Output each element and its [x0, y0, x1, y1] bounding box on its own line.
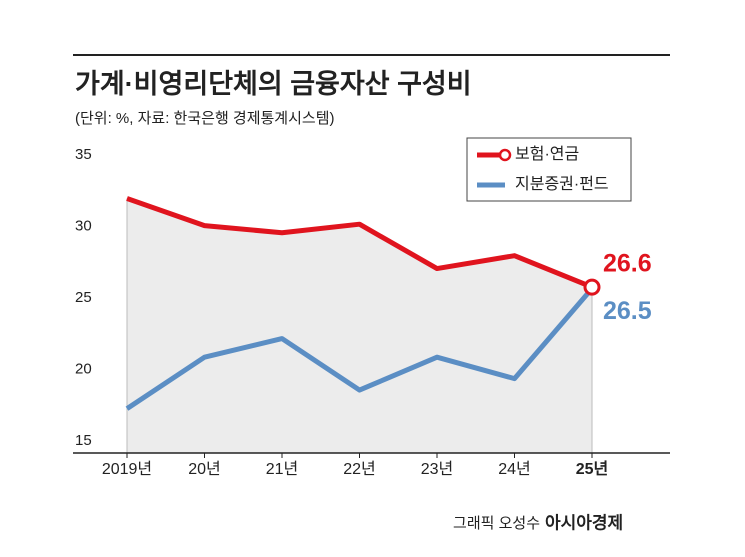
x-tick-label: 24년	[498, 460, 531, 478]
y-tick-label: 35	[75, 146, 92, 163]
x-tick-label: 21년	[266, 460, 299, 478]
x-tick-label: 20년	[188, 460, 221, 478]
line	[125, 286, 594, 411]
legend-box	[466, 137, 632, 202]
credit: 그래픽 오성수	[453, 515, 540, 532]
y-tick-label: 20	[75, 360, 92, 377]
legend-marker	[498, 148, 512, 162]
x-tick-label: 25년	[576, 459, 609, 478]
legend-label: 보험·연금	[515, 145, 579, 163]
area	[127, 198, 592, 453]
chart-subtitle: (단위: %, 자료: 한국은행 경제통계시스템)	[75, 110, 335, 127]
line	[126, 196, 593, 290]
end-marker	[583, 278, 601, 296]
y-tick-label: 30	[75, 217, 92, 234]
brand: 아시아경제	[545, 513, 623, 532]
value-label: 26.6	[603, 250, 652, 278]
x-tick-label: 23년	[421, 460, 454, 478]
value-label: 26.5	[603, 297, 652, 325]
chart-title: 가계·비영리단체의 금융자산 구성비	[75, 69, 472, 99]
x-tick-label: 22년	[343, 460, 376, 478]
y-tick-label: 15	[75, 432, 92, 449]
x-tick-label: 2019년	[102, 460, 152, 478]
y-tick-label: 25	[75, 289, 92, 306]
legend-label: 지분증권·펀드	[515, 175, 609, 193]
